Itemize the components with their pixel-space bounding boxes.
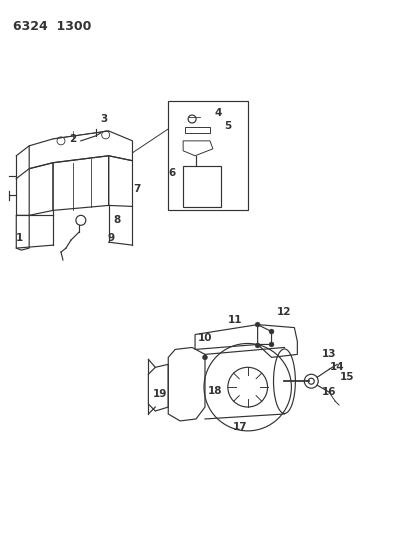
- Bar: [183, 166, 221, 207]
- Text: 6324  1300: 6324 1300: [13, 20, 92, 33]
- Text: 12: 12: [277, 306, 292, 317]
- Circle shape: [269, 329, 274, 334]
- Text: 1: 1: [16, 233, 23, 243]
- Text: 8: 8: [113, 215, 120, 225]
- Text: 4: 4: [214, 108, 222, 118]
- Text: 14: 14: [330, 362, 344, 373]
- Bar: [168, 101, 248, 211]
- Text: 16: 16: [322, 387, 336, 397]
- Text: 19: 19: [153, 389, 168, 399]
- Text: 10: 10: [198, 333, 212, 343]
- Circle shape: [255, 322, 260, 327]
- Text: 13: 13: [322, 350, 336, 359]
- Text: 6: 6: [169, 168, 176, 177]
- Text: 2: 2: [69, 134, 77, 144]
- Circle shape: [202, 355, 208, 360]
- Circle shape: [255, 343, 260, 348]
- Text: 9: 9: [107, 233, 114, 243]
- Text: 11: 11: [228, 314, 242, 325]
- Text: 7: 7: [133, 183, 140, 193]
- Text: 3: 3: [100, 114, 107, 124]
- Text: 5: 5: [224, 121, 231, 131]
- Text: 18: 18: [208, 386, 222, 396]
- Text: 15: 15: [340, 372, 354, 382]
- Circle shape: [269, 342, 274, 347]
- Text: 17: 17: [233, 422, 247, 432]
